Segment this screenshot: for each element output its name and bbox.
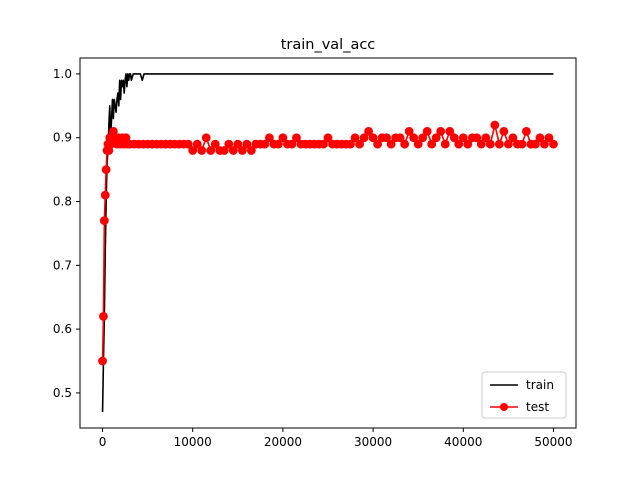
data-point-test [400,139,410,149]
data-point-test [264,133,274,143]
data-point-test [100,190,110,200]
data-point-test [101,165,111,175]
data-point-test [183,139,193,149]
data-point-test [382,133,392,143]
y-tick-label: 0.9 [53,131,72,145]
data-point-test [490,120,500,130]
data-point-test [549,139,558,149]
x-tick-label: 40000 [444,435,482,449]
series-line-train [101,73,554,413]
y-axis: 0.5 0.6 0.7 0.8 0.9 1.0 [53,67,80,400]
data-point-test [404,126,414,136]
x-tick-label: 10000 [174,435,212,449]
data-point-test [409,133,419,143]
data-point-test [98,356,107,366]
data-point-test [508,133,518,143]
data-point-test [494,139,504,149]
data-point-test [427,139,437,149]
data-point-test [413,139,423,149]
data-point-test [544,133,554,143]
y-tick-label: 0.8 [53,195,72,209]
data-point-test [197,146,207,155]
data-point-test [431,133,441,143]
data-point-test [535,133,545,143]
data-point-test [292,133,301,143]
data-point-test [246,146,256,155]
data-point-test [531,139,540,149]
data-point-test [368,133,378,143]
data-point-test [422,126,432,136]
data-point-test [206,146,216,155]
data-point-test [395,133,405,143]
plot-area [98,73,558,413]
y-tick-label: 1.0 [53,67,72,81]
data-point-test [219,146,229,155]
data-point-test [481,133,491,143]
data-point-test [287,139,297,149]
data-point-test [350,133,360,143]
data-point-test [373,139,383,149]
data-point-test [454,139,464,149]
data-point-test [228,146,238,155]
data-point-test [99,311,108,321]
x-axis: 0 10000 20000 30000 40000 50000 [99,428,573,449]
data-point-test [458,133,468,143]
data-point-test [522,126,531,136]
data-point-test [445,126,455,136]
y-tick-label: 0.7 [53,258,72,272]
legend: train test [481,371,567,419]
data-point-test [485,139,495,149]
data-point-test [517,139,527,149]
data-point-test [449,133,459,143]
x-tick-label: 30000 [354,435,392,449]
x-tick-label: 50000 [534,435,572,449]
data-point-test [476,139,486,149]
data-point-test [418,133,428,143]
data-point-test [224,139,234,149]
series-line-test [101,124,555,362]
data-point-test [242,139,252,149]
legend-label-test: test [526,400,549,414]
legend-label-train: train [526,378,554,392]
data-point-test [210,139,220,149]
data-point-test [319,139,328,149]
data-point-test [440,139,450,149]
data-point-test [278,133,288,143]
x-tick-label: 20000 [264,435,302,449]
y-tick-label: 0.5 [53,386,72,400]
data-point-test [463,139,473,149]
data-point-test [192,139,202,149]
data-point-test [359,133,369,143]
data-point-test [540,139,549,149]
data-point-test [237,146,247,155]
y-tick-label: 0.6 [53,322,72,336]
axes-frame [79,57,577,429]
legend-marker-test [500,403,508,411]
x-tick-label: 0 [99,435,107,449]
data-point-test [364,126,373,136]
data-point-test [99,216,109,226]
data-point-test [472,133,482,143]
chart-title: train_val_acc [281,37,376,53]
data-point-test [355,139,364,149]
data-point-test [503,139,513,149]
data-point-test [201,133,211,143]
data-point-test [188,146,198,155]
data-point-test [273,139,283,149]
data-point-test [499,126,509,136]
data-point-test [436,126,446,136]
data-point-test [386,139,396,149]
data-point-test [323,133,333,143]
data-point-test [346,139,355,149]
data-point-test [233,139,243,149]
data-point-test [260,139,270,149]
